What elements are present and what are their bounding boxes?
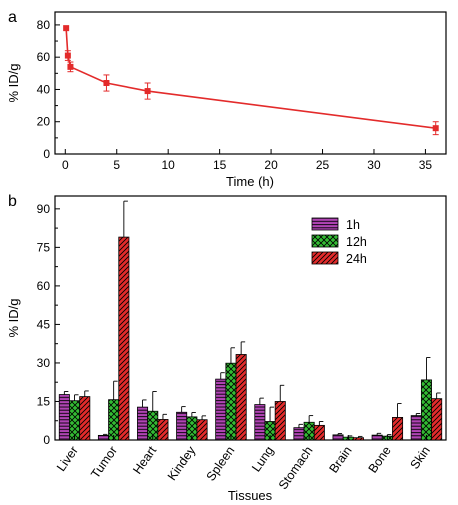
- bar-1h-lung: [254, 404, 266, 441]
- x-tick-label-brain: Brain: [326, 444, 354, 476]
- bar-1h-bone: [371, 434, 383, 441]
- y-tick-label: 0: [43, 147, 50, 161]
- panel-a-y-axis: 0 20 40 60 80: [37, 18, 60, 161]
- y-tick-label: 20: [37, 115, 51, 129]
- x-tick-label: 15: [213, 158, 227, 172]
- y-tick-label: 75: [37, 240, 51, 254]
- bar-1h-skin: [410, 415, 422, 441]
- legend-label-24h: 24h: [346, 252, 367, 266]
- panel-label-a: a: [8, 9, 17, 26]
- x-tick-label-heart: Heart: [130, 443, 159, 477]
- bar-1h-heart: [137, 406, 149, 441]
- x-tick-label: 35: [419, 158, 433, 172]
- x-tick-label-liver: Liver: [54, 444, 81, 474]
- data-point: [67, 63, 74, 70]
- panel-b-bars: [58, 200, 443, 441]
- panel-b-y-axis-title: % ID/g: [6, 298, 21, 337]
- bar-12h-tumor: [108, 399, 120, 441]
- bar-24h-kindey: [196, 419, 208, 441]
- y-tick-label: 0: [43, 433, 50, 447]
- y-tick-label: 60: [37, 279, 51, 293]
- data-point: [63, 25, 70, 32]
- bar-12h-skin: [420, 379, 432, 441]
- panel-a-x-axis: 0 5 10 15 20 25 30 35: [62, 149, 432, 172]
- data-point: [64, 52, 71, 59]
- panel-a-line-chart: a 0 20 40 60 80 0 5 10 15 20 25 30 35 Time (h) % ID…: [6, 9, 447, 189]
- bar-1h-spleen: [215, 378, 227, 441]
- bar-24h-tumor: [118, 236, 130, 441]
- y-tick-label: 90: [37, 202, 51, 216]
- x-tick-label-stomach: Stomach: [276, 444, 316, 492]
- bar-24h-heart: [157, 419, 169, 441]
- panel-b-x-axis-title: Tissues: [228, 488, 273, 503]
- y-tick-label: 60: [37, 50, 51, 64]
- bar-1h-stomach: [293, 427, 305, 441]
- panel-label-b: b: [8, 193, 17, 210]
- y-tick-label: 15: [37, 394, 51, 408]
- bar-24h-skin: [431, 398, 443, 441]
- y-tick-label: 40: [37, 82, 51, 96]
- x-tick-label: 5: [113, 158, 120, 172]
- bar-24h-spleen: [235, 354, 247, 441]
- legend-label-1h: 1h: [346, 218, 360, 232]
- x-tick-label: 20: [264, 158, 278, 172]
- bar-12h-liver: [69, 400, 81, 441]
- x-tick-label-tumor: Tumor: [88, 444, 120, 481]
- x-tick-label: 0: [62, 158, 69, 172]
- bar-1h-liver: [58, 394, 70, 441]
- bar-24h-liver: [79, 396, 91, 441]
- data-point: [144, 88, 151, 95]
- panel-a-plot-frame: [54, 11, 447, 155]
- panel-b-y-axis: 0 15 30 45 60 75 90: [37, 202, 60, 447]
- legend: 1h 12h 24h: [311, 217, 367, 266]
- y-tick-label: 30: [37, 356, 51, 370]
- data-point: [103, 80, 110, 86]
- panel-a-series: [63, 25, 439, 136]
- y-tick-label: 80: [37, 18, 51, 32]
- x-tick-label: 25: [316, 158, 330, 172]
- legend-swatch-24h: [311, 251, 339, 265]
- x-tick-label-bone: Bone: [366, 444, 394, 476]
- x-tick-label-spleen: Spleen: [204, 444, 238, 484]
- x-tick-label-kindey: Kindey: [165, 443, 199, 483]
- bar-24h-lung: [274, 401, 286, 441]
- panel-a-y-axis-title: % ID/g: [6, 63, 21, 102]
- bar-24h-stomach: [313, 424, 325, 441]
- panel-a-x-axis-title: Time (h): [226, 174, 274, 189]
- bar-12h-spleen: [225, 362, 237, 441]
- panel-b-bar-chart: b 0 15 30 45 60 75 90 Liver Tumor Heart Kindey Spl…: [6, 193, 447, 503]
- x-tick-label: 10: [162, 158, 176, 172]
- panel-b-x-axis: Liver Tumor Heart Kindey Spleen Lung Stomach Br…: [54, 435, 433, 492]
- y-tick-label: 45: [37, 317, 51, 331]
- bar-24h-bone: [392, 416, 404, 441]
- bar-1h-kindey: [176, 411, 188, 441]
- series-line: [65, 28, 436, 129]
- x-tick-label-lung: Lung: [249, 444, 276, 475]
- panel-b-plot-frame: [54, 195, 447, 441]
- x-tick-label-skin: Skin: [407, 444, 432, 472]
- legend-label-12h: 12h: [346, 235, 367, 249]
- data-point: [432, 125, 439, 132]
- bar-1h-brain: [332, 434, 344, 441]
- bar-24h-brain: [352, 437, 364, 441]
- bar-1h-tumor: [97, 434, 109, 441]
- legend-swatch-12h: [311, 234, 339, 248]
- x-tick-label: 30: [367, 158, 381, 172]
- legend-swatch-1h: [311, 217, 339, 231]
